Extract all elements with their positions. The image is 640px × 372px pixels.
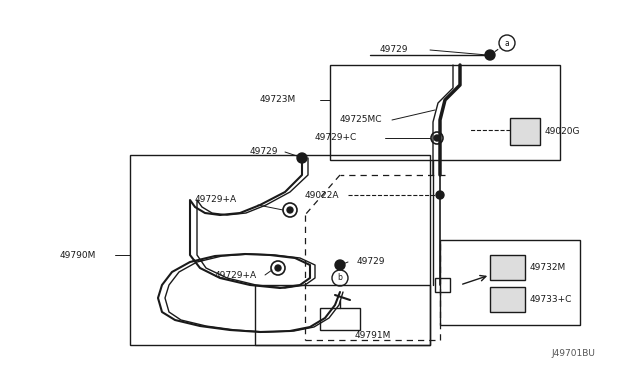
Text: J49701BU: J49701BU — [551, 349, 595, 358]
Circle shape — [434, 135, 440, 141]
Text: 49020G: 49020G — [545, 128, 580, 137]
Circle shape — [436, 191, 444, 199]
Text: 49791M: 49791M — [355, 330, 392, 340]
Text: 49729: 49729 — [357, 257, 385, 266]
Text: 49729+C: 49729+C — [315, 134, 357, 142]
Text: 49732M: 49732M — [530, 263, 566, 273]
Text: 49729: 49729 — [250, 148, 278, 157]
Circle shape — [287, 207, 293, 213]
Circle shape — [485, 50, 495, 60]
Bar — [255, 285, 430, 345]
Bar — [490, 287, 525, 312]
Circle shape — [335, 260, 345, 270]
Bar — [510, 118, 540, 145]
Bar — [440, 240, 580, 325]
Text: 49725MC: 49725MC — [340, 115, 383, 125]
Text: a: a — [504, 38, 509, 48]
Text: 49729+A: 49729+A — [195, 196, 237, 205]
Bar — [330, 65, 560, 160]
Circle shape — [297, 153, 307, 163]
Circle shape — [275, 265, 281, 271]
Text: 49022A: 49022A — [305, 190, 339, 199]
Text: 49723M: 49723M — [260, 96, 296, 105]
Text: 49729: 49729 — [380, 45, 408, 55]
Bar — [320, 308, 360, 330]
Bar — [490, 255, 525, 280]
Text: 49733+C: 49733+C — [530, 295, 572, 305]
Text: 49790M: 49790M — [60, 250, 97, 260]
Bar — [130, 155, 430, 345]
Text: b: b — [337, 273, 342, 282]
Text: 49729+A: 49729+A — [215, 270, 257, 279]
Bar — [435, 278, 450, 292]
